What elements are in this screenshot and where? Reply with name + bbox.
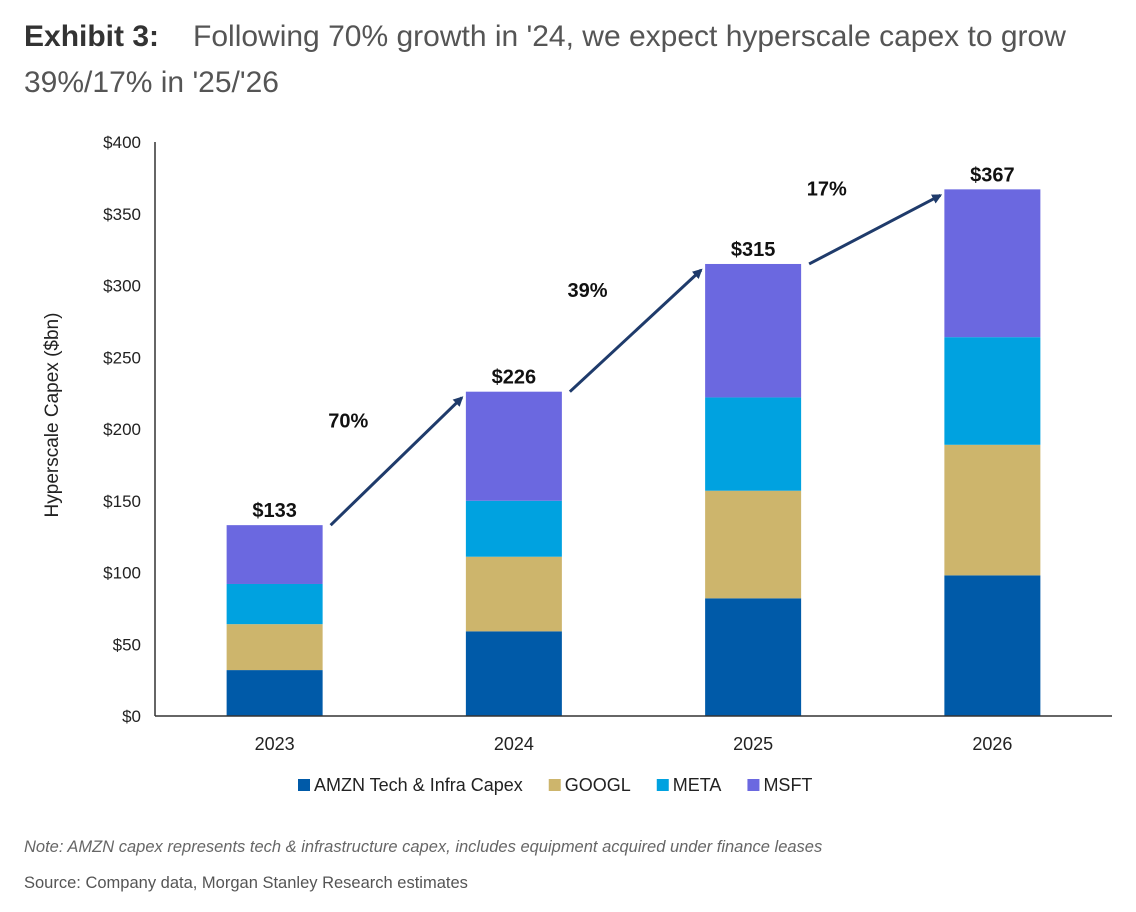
y-tick-label: $400 <box>103 133 141 152</box>
bar-segment-meta-2026 <box>944 337 1041 445</box>
bar-segment-msft-2023 <box>226 525 323 584</box>
bar-segment-amzn-2023 <box>226 670 323 716</box>
bar-segment-amzn-2024 <box>465 631 562 716</box>
annotations: 70% 39% 17% <box>328 179 943 527</box>
y-tick-label: $200 <box>103 420 141 439</box>
y-tick-label: $0 <box>122 707 141 726</box>
exhibit-label: Exhibit 3: <box>24 20 160 53</box>
growth-arrow <box>808 194 943 266</box>
bar-total-label: $226 <box>492 367 537 389</box>
y-tick-label: $350 <box>103 205 141 224</box>
bar-segment-msft-2024 <box>465 391 562 501</box>
growth-arrow <box>329 396 464 527</box>
legend-label: GOOGL <box>565 775 631 795</box>
legend-label: META <box>673 775 722 795</box>
y-tick-label: $100 <box>103 564 141 583</box>
x-tick-label: 2026 <box>972 734 1012 754</box>
bar-segment-googl-2023 <box>226 624 323 671</box>
legend-swatch <box>298 779 310 791</box>
legend-swatch <box>747 779 760 791</box>
x-tick-label: 2023 <box>255 734 295 754</box>
footnote: Note: AMZN capex represents tech & infra… <box>24 838 823 856</box>
bar-segment-googl-2026 <box>944 444 1041 576</box>
growth-label: 17% <box>807 179 847 201</box>
bar-segment-amzn-2025 <box>705 598 802 716</box>
legend-label: MSFT <box>763 775 812 795</box>
y-tick-label: $300 <box>103 277 141 296</box>
bars: $133 $226 $315 $367 <box>226 164 1041 716</box>
bar-segment-msft-2026 <box>944 189 1041 338</box>
bar-total-label: $133 <box>252 500 297 522</box>
legend: AMZN Tech & Infra Capex GOOGL META MSFT <box>298 775 812 795</box>
bar-total-label: $315 <box>731 239 776 261</box>
y-tick-label: $250 <box>103 348 141 367</box>
growth-label: 39% <box>567 280 607 302</box>
bar-segment-meta-2023 <box>226 583 323 625</box>
legend-swatch <box>656 779 669 791</box>
growth-label: 70% <box>328 410 368 432</box>
title-text: Following 70% growth in '24, we expect h… <box>24 20 1066 99</box>
bar-segment-amzn-2026 <box>944 575 1041 716</box>
stacked-bar-chart: $0 $50 $100 $150 $200 $250 $300 $350 $400 $133 $2… <box>42 133 1112 795</box>
x-tick-label: 2025 <box>733 734 773 754</box>
y-axis: $0 $50 $100 $150 $200 $250 $300 $350 $400 <box>103 133 156 726</box>
bar-segment-googl-2025 <box>705 490 802 599</box>
legend-swatch <box>548 779 561 791</box>
chart-title: Exhibit 3: Following 70% growth in '24, w… <box>24 14 1114 106</box>
x-tick-label: 2024 <box>494 734 534 754</box>
bar-segment-meta-2025 <box>705 397 802 491</box>
x-axis: 2023 2024 2025 2026 <box>155 715 1112 754</box>
bar-segment-msft-2025 <box>705 263 802 398</box>
y-axis-label: Hyperscale Capex ($bn) <box>42 313 63 518</box>
bar-segment-googl-2024 <box>465 556 562 632</box>
growth-arrow <box>568 268 703 393</box>
source-line: Source: Company data, Morgan Stanley Res… <box>24 874 468 892</box>
bar-total-label: $367 <box>970 164 1015 186</box>
y-tick-label: $50 <box>113 635 141 654</box>
bar-segment-meta-2024 <box>465 500 562 557</box>
y-tick-label: $150 <box>103 492 141 511</box>
legend-label: AMZN Tech & Infra Capex <box>314 775 523 795</box>
